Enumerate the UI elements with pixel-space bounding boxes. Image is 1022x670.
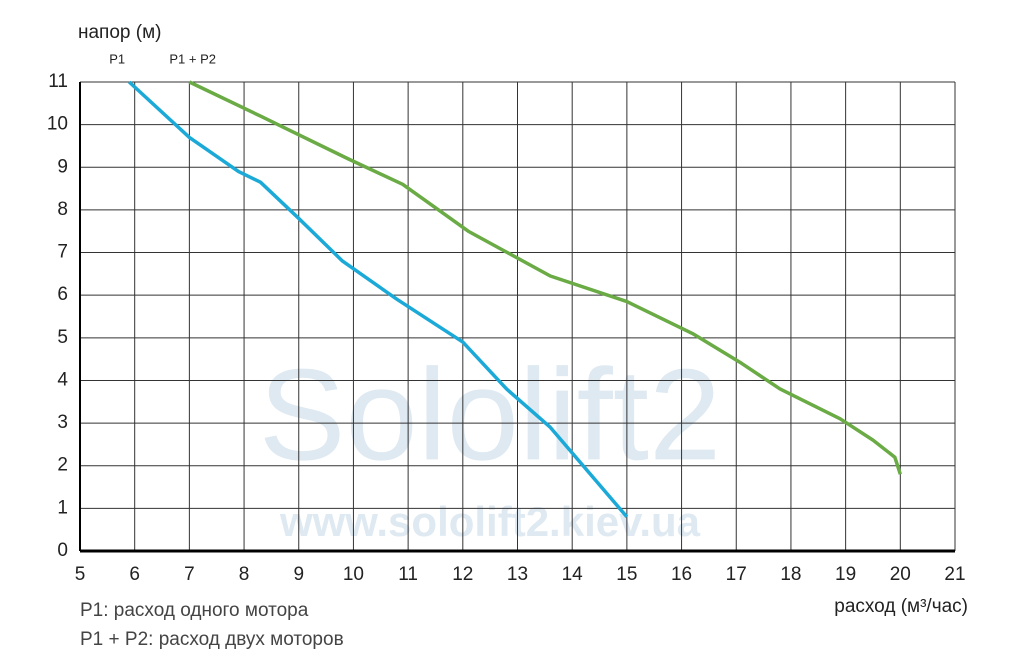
- y-tick-label: 11: [48, 71, 68, 92]
- x-tick-label: 6: [129, 564, 140, 585]
- x-tick-label: 8: [239, 564, 250, 585]
- note: P1 + P2: расход двух моторов: [80, 629, 344, 650]
- series-label: P1: [109, 51, 125, 66]
- watermark-url: www.sololift2.kiev.ua: [279, 498, 701, 545]
- watermark-title: Sololift2: [259, 341, 722, 487]
- x-tick-label: 17: [726, 564, 747, 585]
- y-tick-label: 1: [57, 497, 68, 518]
- series-line: [128, 80, 629, 519]
- x-tick-label: 19: [835, 564, 856, 585]
- y-tick-label: 7: [57, 242, 68, 263]
- x-tick-label: 20: [890, 564, 911, 585]
- x-tick-label: 21: [944, 564, 965, 585]
- series-label: P1 + P2: [169, 51, 216, 66]
- x-tick-label: 16: [671, 564, 692, 585]
- watermark: Sololift2 www.sololift2.kiev.ua: [259, 341, 722, 545]
- x-tick-label: 13: [507, 564, 528, 585]
- x-tick-label: 18: [780, 564, 801, 585]
- y-tick-label: 3: [57, 412, 68, 433]
- y-tick-label: 6: [57, 284, 68, 305]
- y-tick-label: 5: [57, 327, 68, 348]
- x-tick-label: 11: [398, 564, 418, 585]
- x-tick-label: 5: [75, 564, 86, 585]
- x-axis-title: расход (м³/час): [834, 596, 968, 617]
- series-line: [188, 80, 902, 475]
- x-tick-label: 14: [562, 564, 584, 585]
- y-tick-label: 2: [57, 455, 68, 476]
- x-tick-label: 10: [343, 564, 364, 585]
- x-tick-label: 7: [184, 564, 195, 585]
- y-tick-label: 4: [57, 369, 68, 390]
- y-axis-title: напор (м): [78, 22, 161, 43]
- y-tick-label: 0: [57, 540, 68, 561]
- x-tick-label: 15: [616, 564, 637, 585]
- x-tick-label: 9: [293, 564, 304, 585]
- note: P1: расход одного мотора: [80, 600, 309, 621]
- y-tick-label: 9: [57, 156, 68, 177]
- y-tick-label: 8: [57, 199, 68, 220]
- x-tick-label: 12: [452, 564, 473, 585]
- y-tick-label: 10: [47, 114, 68, 135]
